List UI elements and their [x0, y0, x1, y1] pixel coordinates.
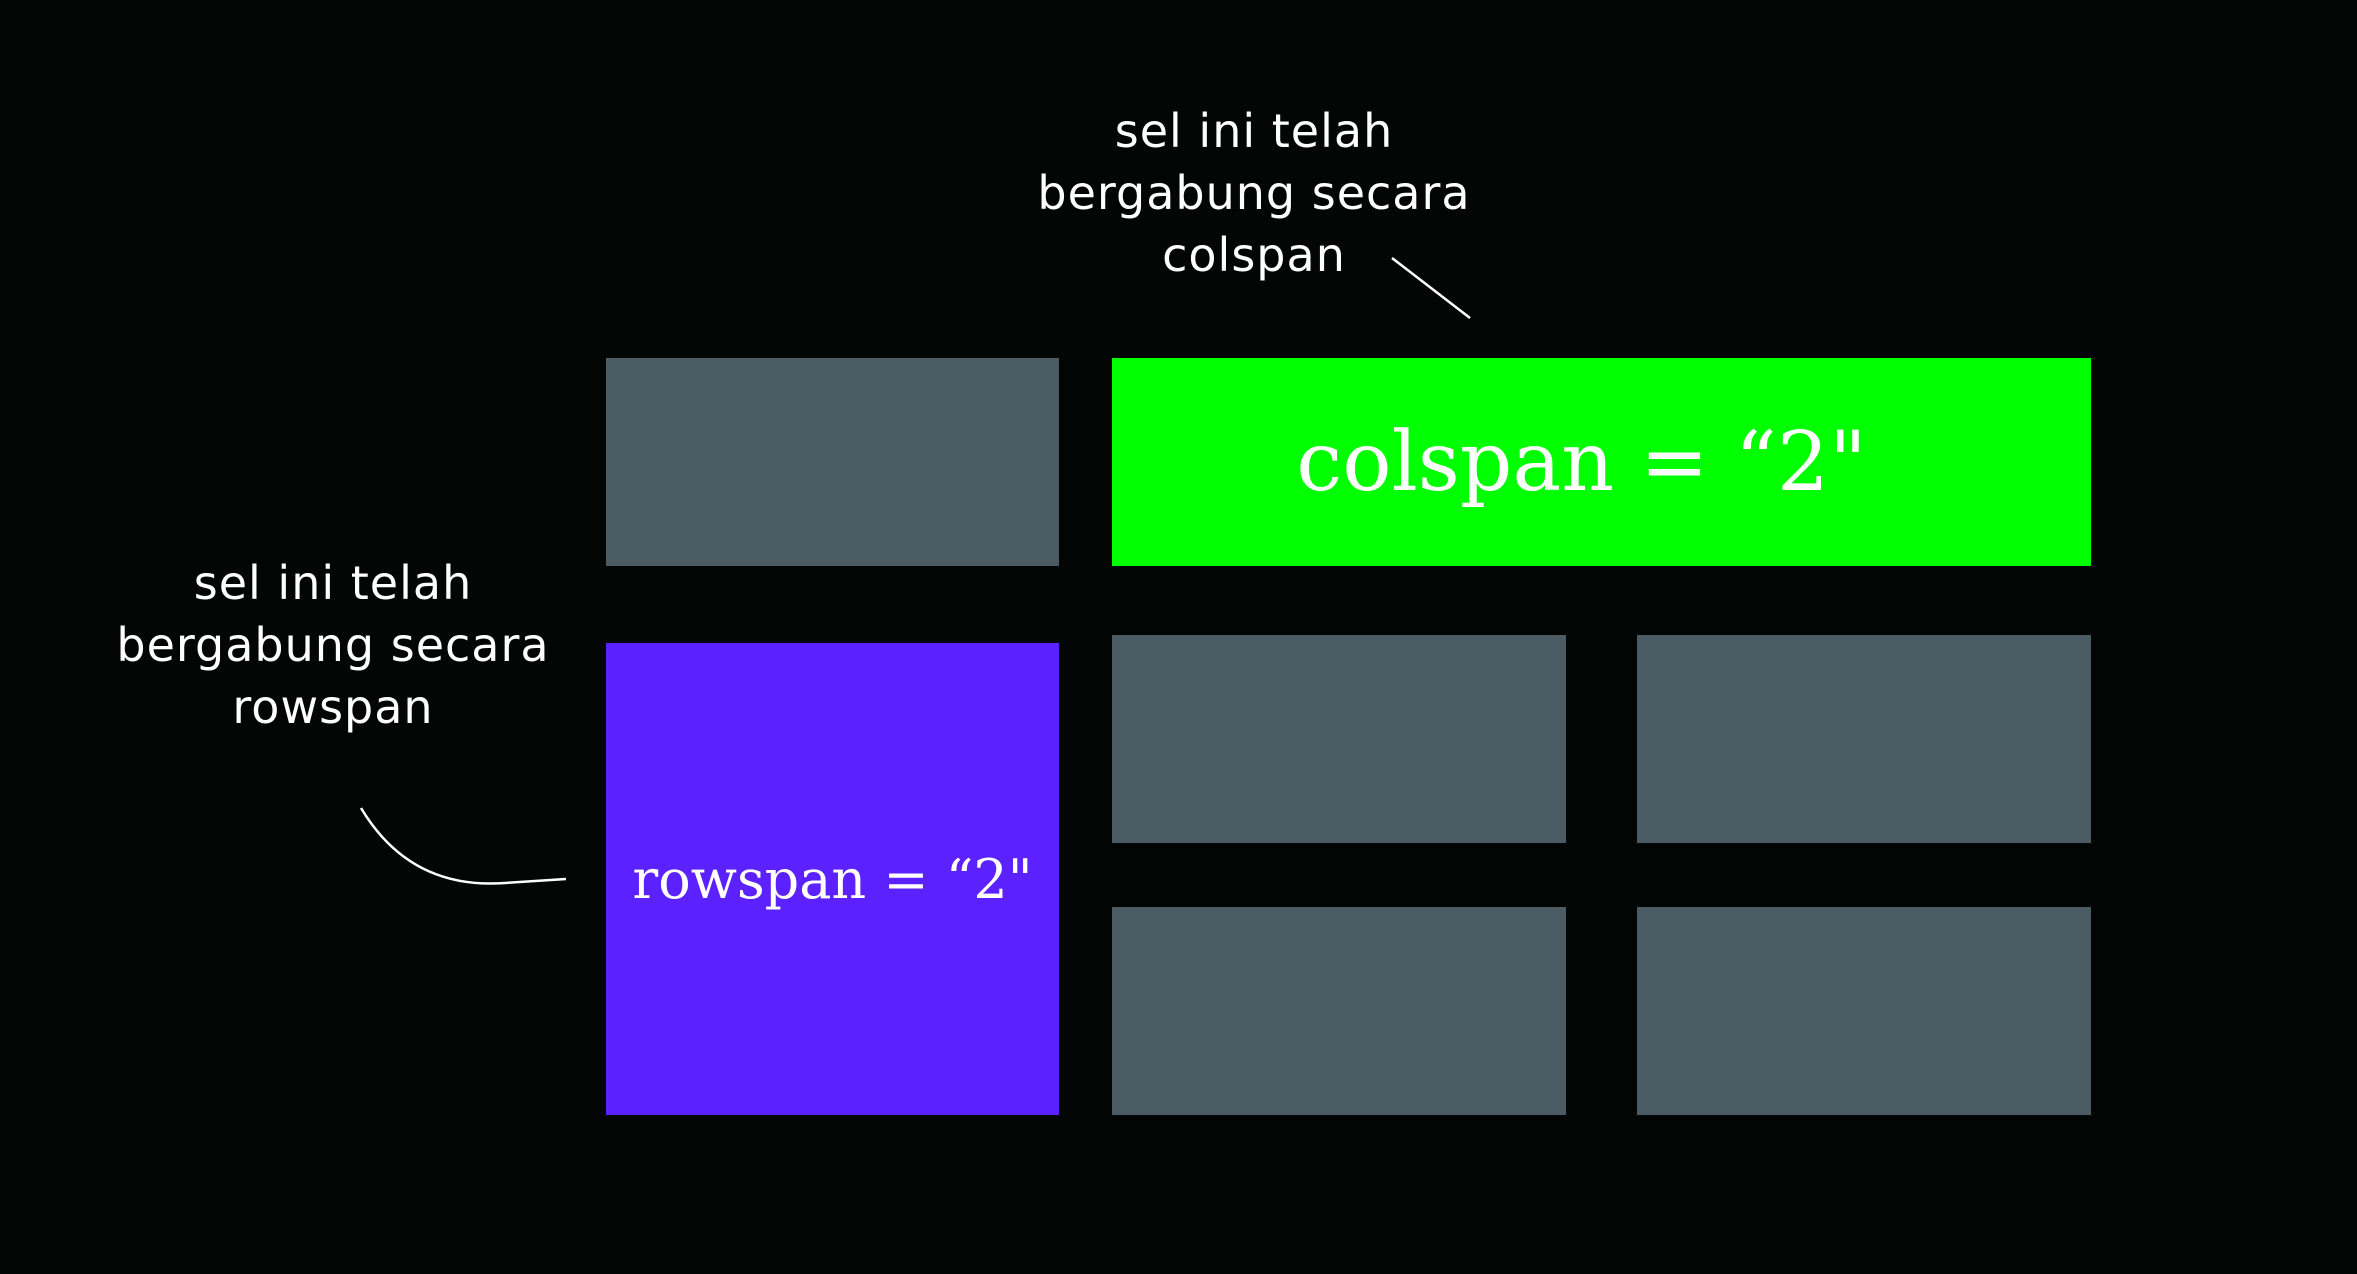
colspan-cell: colspan = “2" [1112, 358, 2091, 566]
colspan-annotation: sel ini telah bergabung secara colspan [1004, 100, 1504, 286]
table-cell-top-left [606, 358, 1059, 566]
rowspan-connector-curve [359, 807, 567, 885]
rowspan-annotation-line-1: sel ini telah [193, 556, 473, 610]
colspan-annotation-line-1: sel ini telah [1114, 104, 1394, 158]
table-cell-bottom-left [1112, 907, 1566, 1115]
table-cell-middle-left [1112, 635, 1566, 843]
table-cell-middle-right [1637, 635, 2091, 843]
colspan-label: colspan = “2" [1296, 414, 1867, 510]
rowspan-label: rowspan = “2" [632, 847, 1033, 911]
colspan-annotation-line-2: bergabung secara [1037, 166, 1471, 220]
rowspan-annotation-line-3: rowspan [232, 680, 434, 734]
colspan-annotation-line-3: colspan [1162, 228, 1346, 282]
rowspan-annotation-line-2: bergabung secara [116, 618, 550, 672]
rowspan-cell: rowspan = “2" [606, 643, 1059, 1115]
rowspan-annotation: sel ini telah bergabung secara rowspan [83, 552, 583, 738]
table-cell-bottom-right [1637, 907, 2091, 1115]
